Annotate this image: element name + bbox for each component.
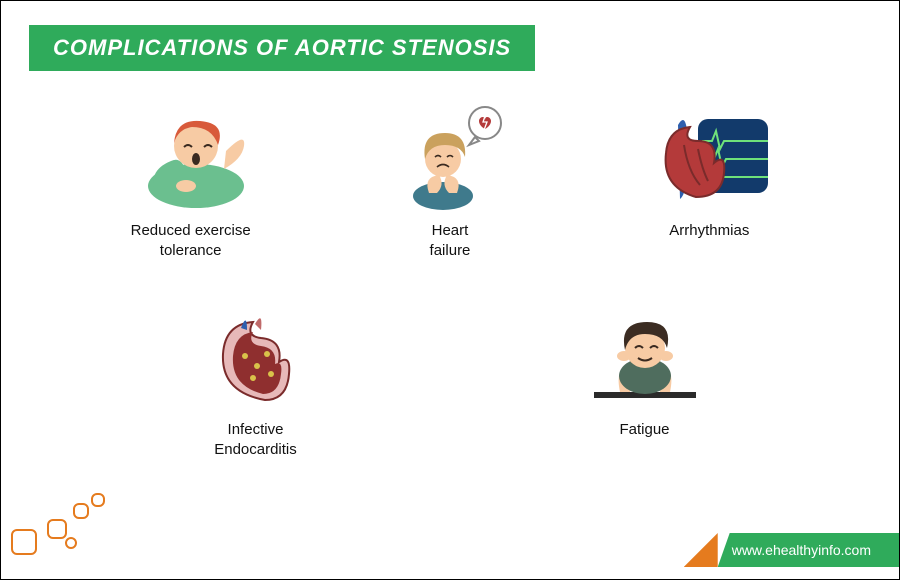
decor-square [91,493,105,507]
decor-square [65,537,77,549]
item-label: Heart failure [430,221,471,260]
item-fatigue: Fatigue [525,300,765,459]
footer-accent [684,533,718,567]
decor-square [73,503,89,519]
footer-ribbon: www.ehealthyinfo.com [718,533,899,567]
heart-failure-icon [385,101,515,211]
complications-grid: Reduced exercise tolerance Heart failure [61,101,839,459]
fatigue-person-icon [580,300,710,410]
footer-url: www.ehealthyinfo.com [732,542,871,558]
item-label: Reduced exercise tolerance [131,221,251,260]
decor-squares [11,485,131,565]
item-heart-failure: Heart failure [330,101,570,260]
item-label: Fatigue [619,420,669,440]
tired-person-icon [126,101,256,211]
item-reduced-exercise: Reduced exercise tolerance [71,101,311,260]
item-arrhythmias: Arrhythmias [589,101,829,260]
item-label: Arrhythmias [669,221,749,241]
decor-square [47,519,67,539]
title-text: COMPLICATIONS OF AORTIC STENOSIS [53,35,511,60]
item-label: Infective Endocarditis [214,420,297,459]
item-infective-endocarditis: Infective Endocarditis [136,300,376,459]
decor-square [11,529,37,555]
footer: www.ehealthyinfo.com [684,533,899,567]
arrhythmia-heart-icon [644,101,774,211]
endocarditis-icon [191,300,321,410]
page-title: COMPLICATIONS OF AORTIC STENOSIS [29,25,535,71]
